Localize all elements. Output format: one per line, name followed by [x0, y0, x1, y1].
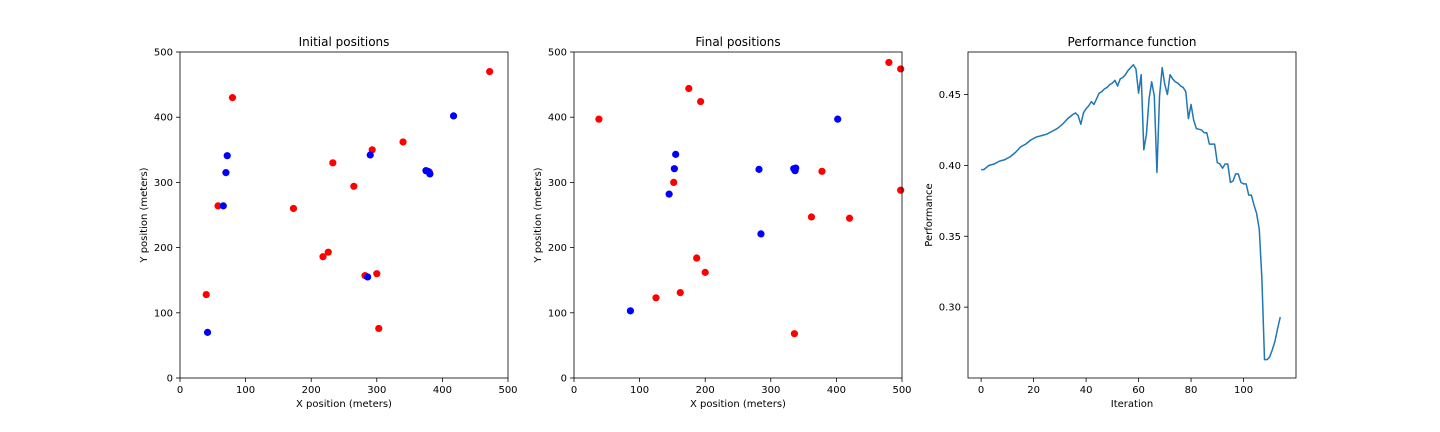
y-tick-label: 200 — [154, 243, 173, 254]
y-tick-label: 400 — [154, 113, 173, 124]
y-tick-label: 400 — [548, 113, 567, 124]
x-tick-label: 300 — [761, 385, 780, 396]
blue-point — [366, 151, 374, 159]
y-tick-label: 100 — [548, 308, 567, 319]
blue-point — [791, 167, 799, 175]
blue-point — [665, 190, 673, 198]
y-axis-label: Y position (meters) — [139, 167, 150, 263]
red-point — [807, 213, 816, 221]
chart-title: Final positions — [695, 35, 780, 49]
red-point — [697, 97, 705, 106]
x-tick-label: 0 — [978, 385, 984, 396]
y-tick-label: 0.35 — [939, 232, 961, 243]
red-point — [375, 324, 383, 333]
red-point — [324, 248, 332, 256]
red-point — [693, 254, 701, 262]
x-tick-label: 100 — [630, 385, 649, 396]
blue-point — [834, 115, 842, 123]
blue-point — [670, 165, 678, 173]
y-tick-label: 200 — [548, 243, 567, 254]
x-tick-label: 400 — [827, 385, 846, 396]
x-tick-label: 400 — [433, 385, 452, 396]
final-positions-panel: 0 100 200 300 400 500 0 100 200 300 400 500 Final po… — [533, 35, 912, 410]
blue-point — [223, 152, 231, 160]
performance-line — [981, 64, 1281, 361]
red-point — [897, 65, 905, 73]
red-point — [790, 330, 799, 338]
y-tick-label: 300 — [548, 178, 567, 189]
red-point — [818, 167, 826, 175]
blue-point — [203, 328, 212, 336]
red-point — [486, 67, 494, 76]
x-tick-label: 200 — [696, 385, 715, 396]
x-tick-label: 60 — [1132, 385, 1145, 396]
red-point — [595, 115, 603, 123]
x-tick-label: 100 — [1234, 385, 1253, 396]
y-tick-label: 0 — [167, 374, 173, 385]
blue-point — [222, 169, 230, 177]
red-point — [652, 294, 660, 302]
x-tick-label: 500 — [892, 385, 911, 396]
x-tick-label: 0 — [571, 385, 577, 396]
axes-frame — [179, 51, 509, 379]
y-tick-label: 0.30 — [939, 303, 961, 314]
blue-point — [364, 273, 372, 281]
red-point — [202, 290, 210, 299]
axes-frame — [967, 51, 1297, 379]
x-tick-label: 100 — [236, 385, 255, 396]
red-point — [329, 159, 337, 167]
x-tick-label: 0 — [177, 385, 183, 396]
red-point — [289, 204, 298, 213]
x-tick-label: 20 — [1027, 385, 1040, 396]
red-point — [701, 268, 709, 276]
red-point — [214, 202, 222, 210]
blue-point — [755, 165, 763, 173]
axes-frame — [573, 51, 903, 379]
blue-point — [757, 230, 765, 238]
performance-function-panel: 0 20 40 60 80 100 0.30 0.35 0.40 0.45 Performance … — [924, 35, 1297, 410]
y-tick-label: 500 — [154, 48, 173, 59]
red-point — [373, 270, 381, 278]
y-tick-label: 0.40 — [939, 161, 961, 172]
red-point — [676, 288, 684, 297]
red-point — [685, 84, 693, 93]
red-point — [897, 186, 905, 194]
red-point — [228, 94, 237, 102]
chart-title: Performance function — [1068, 35, 1197, 49]
y-tick-label: 0.45 — [939, 90, 961, 101]
blue-point — [626, 307, 635, 315]
y-axis-label: Y position (meters) — [533, 167, 544, 263]
blue-point — [672, 150, 680, 158]
y-axis-label: Performance — [924, 183, 935, 246]
blue-point — [449, 112, 458, 120]
x-tick-label: 500 — [498, 385, 517, 396]
x-axis-label: X position (meters) — [296, 399, 392, 410]
red-point — [350, 182, 358, 190]
red-point — [399, 138, 407, 146]
initial-positions-panel: 0 100 200 300 400 500 0 100 200 300 400 500 Initial … — [139, 35, 518, 410]
y-tick-label: 0 — [561, 374, 567, 385]
red-point — [885, 58, 893, 67]
x-tick-label: 80 — [1185, 385, 1198, 396]
x-tick-label: 300 — [367, 385, 386, 396]
x-axis-label: Iteration — [1111, 399, 1153, 410]
red-point — [670, 178, 678, 186]
x-axis-label: X position (meters) — [690, 399, 786, 410]
y-tick-label: 300 — [154, 178, 173, 189]
red-point — [319, 253, 327, 261]
blue-point — [219, 202, 227, 210]
red-point — [845, 214, 854, 222]
y-tick-label: 500 — [548, 48, 567, 59]
y-tick-label: 100 — [154, 308, 173, 319]
x-tick-label: 40 — [1080, 385, 1093, 396]
blue-point — [426, 170, 434, 178]
chart-title: Initial positions — [299, 35, 390, 49]
x-tick-label: 200 — [302, 385, 321, 396]
